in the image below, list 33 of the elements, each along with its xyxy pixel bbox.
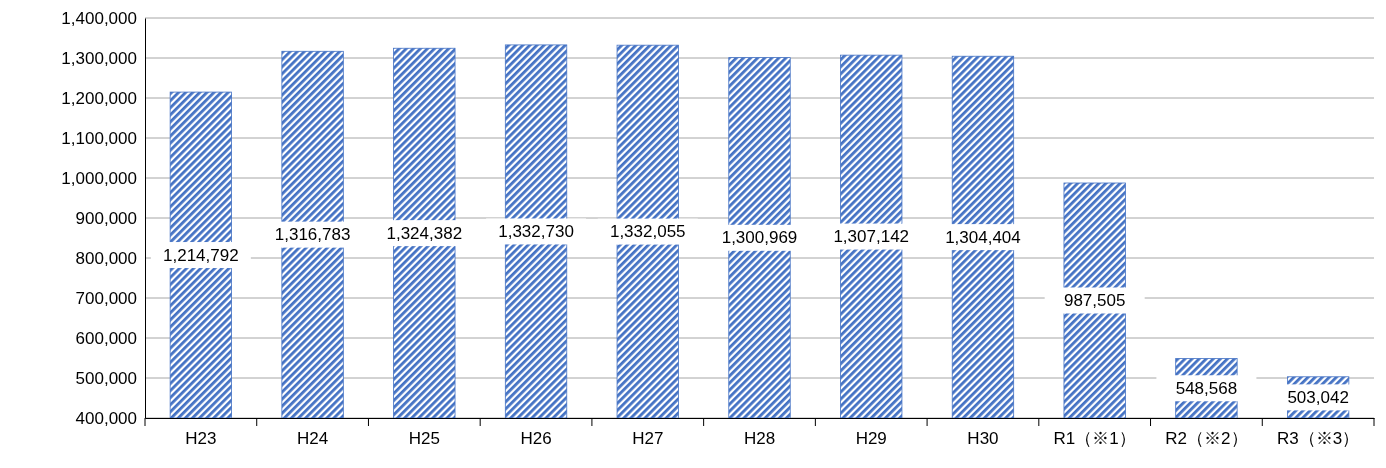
data-label: 1,332,055 (609, 222, 686, 242)
y-tick-label: 800,000 (75, 248, 137, 268)
y-tick-label: 500,000 (75, 368, 137, 388)
data-label: 1,300,969 (721, 228, 798, 248)
y-tick-label: 1,000,000 (61, 168, 137, 188)
data-label: 1,304,404 (945, 227, 1021, 247)
x-tick-label: R3（※3） (1277, 429, 1360, 449)
data-label: 1,307,142 (833, 227, 910, 247)
x-tick-label: H24 (297, 429, 329, 449)
data-label: 987,505 (1063, 291, 1126, 310)
y-tick-label: 1,400,000 (61, 8, 137, 28)
y-tick-label: 700,000 (75, 288, 137, 308)
y-tick-label: 600,000 (75, 328, 137, 348)
x-tick-label: H23 (185, 429, 217, 449)
x-tick-label: H28 (743, 429, 776, 449)
y-tick-label: 1,200,000 (61, 88, 137, 108)
y-tick-label: 900,000 (75, 208, 137, 228)
x-tick-label: H27 (632, 429, 664, 449)
y-tick-label: 1,300,000 (61, 48, 137, 68)
y-tick-label: 1,100,000 (61, 128, 137, 148)
x-tick-label: R1（※1） (1053, 429, 1136, 449)
y-tick-label: 400,000 (75, 408, 137, 428)
x-tick-label: H26 (520, 429, 552, 449)
x-tick-label: H25 (408, 429, 440, 449)
data-label: 1,332,730 (498, 221, 574, 241)
x-tick-label: R2（※2） (1165, 429, 1248, 449)
data-label: 503,042 (1287, 387, 1349, 407)
data-label: 1,316,783 (274, 225, 351, 245)
data-label: 1,214,792 (163, 245, 239, 265)
x-tick-label: H30 (967, 429, 999, 449)
data-label: 548,568 (1175, 378, 1238, 398)
x-tick-label: H29 (855, 429, 887, 449)
data-label: 1,324,382 (386, 223, 463, 243)
